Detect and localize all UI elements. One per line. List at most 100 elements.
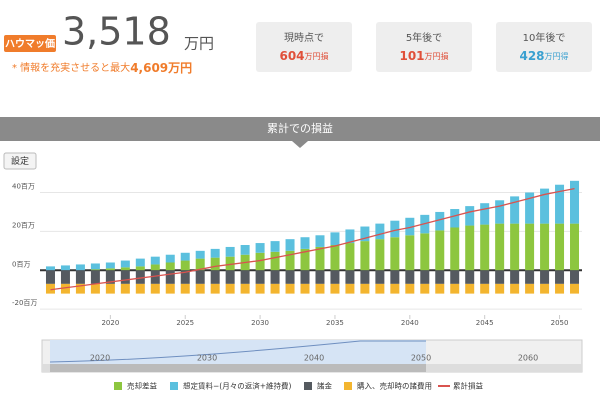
- bar-segment: [390, 237, 400, 271]
- bar-segment: [150, 256, 160, 265]
- bar-segment: [555, 223, 565, 271]
- bar-segment: [285, 250, 295, 271]
- bar-segment: [315, 246, 325, 271]
- bar-segment: [270, 270, 280, 284]
- bar-segment: [420, 233, 430, 271]
- bar-segment: [210, 257, 220, 271]
- bar-segment: [300, 237, 310, 249]
- bar-segment: [405, 283, 415, 294]
- bar-segment: [555, 283, 565, 294]
- bar-segment: [135, 270, 145, 284]
- bar-segment: [60, 265, 70, 271]
- bar-segment: [75, 283, 85, 294]
- bar-segment: [180, 270, 190, 284]
- bar-segment: [180, 260, 190, 271]
- navigator-thumb[interactable]: [50, 364, 426, 372]
- bar-segment: [345, 283, 355, 294]
- bar-segment: [105, 262, 115, 269]
- bar-segment: [330, 283, 340, 294]
- bar-segment: [105, 270, 115, 284]
- settings-button[interactable]: [3, 152, 37, 170]
- bar-segment: [315, 270, 325, 284]
- bar-segment: [225, 246, 235, 257]
- bar-segment: [450, 270, 460, 284]
- bar-segment: [120, 260, 130, 268]
- legend-swatch: [170, 382, 178, 390]
- bar-segment: [300, 248, 310, 271]
- bar-segment: [150, 264, 160, 271]
- x-tick-label: 2020: [101, 319, 119, 327]
- bar-segment: [255, 252, 265, 271]
- legend-label: 累計損益: [453, 381, 483, 391]
- bar-segment: [90, 283, 100, 294]
- bar-segment: [135, 283, 145, 294]
- summary-box: [256, 22, 352, 72]
- note-value: 4,609万円: [130, 61, 192, 75]
- x-tick-label: 2050: [551, 319, 569, 327]
- bar-segment: [60, 283, 70, 294]
- summary-unit: 万円損: [305, 51, 329, 61]
- x-tick-label: 2040: [401, 319, 419, 327]
- y-tick-label: 40百万: [12, 183, 35, 191]
- legend-label: 売却差益: [127, 381, 157, 391]
- bar-segment: [405, 270, 415, 284]
- bar-segment: [195, 270, 205, 284]
- bar-segment: [210, 283, 220, 294]
- bar-segment: [435, 270, 445, 284]
- summary-unit: 万円損: [425, 51, 449, 61]
- bar-segment: [345, 243, 355, 271]
- bar-segment: [465, 270, 475, 284]
- line-series: [50, 187, 575, 291]
- bar-segment: [450, 227, 460, 271]
- bar-segment: [525, 270, 535, 284]
- bar-segment: [570, 223, 580, 271]
- bar-segment: [540, 270, 550, 284]
- badge: ハウマッ価: [5, 37, 55, 50]
- navigator-label: 2040: [304, 354, 324, 363]
- bar-segment: [465, 206, 475, 226]
- bar-segment: [330, 270, 340, 284]
- bar-segment: [555, 270, 565, 284]
- bar-segment: [285, 239, 295, 251]
- bar-segment: [135, 258, 145, 267]
- price-unit: 万円: [184, 35, 214, 53]
- bar-segment: [240, 283, 250, 294]
- bar-segment: [540, 223, 550, 271]
- bar-segment: [90, 263, 100, 270]
- bar-segment: [150, 270, 160, 284]
- bar-segment: [180, 283, 190, 294]
- bar-segment: [420, 283, 430, 294]
- bar-segment: [315, 283, 325, 294]
- bar-segment: [45, 270, 55, 284]
- bar-segment: [390, 270, 400, 284]
- bar-segment: [480, 270, 490, 284]
- summary-label: 5年後で: [406, 31, 442, 44]
- bar-segment: [360, 226, 370, 242]
- bar-segment: [60, 270, 70, 284]
- summary-box: [376, 22, 472, 72]
- bar-segment: [510, 196, 520, 224]
- bar-segment: [345, 229, 355, 244]
- bar-segment: [435, 211, 445, 231]
- bar-segment: [480, 203, 490, 225]
- bar-segment: [480, 224, 490, 271]
- bar-segment: [540, 188, 550, 224]
- bar-segment: [90, 269, 100, 271]
- bar-segment: [75, 264, 85, 271]
- bar-segment: [330, 232, 340, 245]
- bar-segment: [495, 270, 505, 284]
- navigator-label: 2060: [518, 354, 538, 363]
- note: * 情報を充実させると最大4,609万円: [12, 61, 192, 75]
- bar-segment: [240, 270, 250, 284]
- bar-segment: [375, 239, 385, 271]
- bar-segment: [375, 283, 385, 294]
- legend-label: 諸金: [317, 381, 332, 391]
- price: 3,518: [62, 10, 171, 54]
- bar-segment: [270, 241, 280, 252]
- bar-segment: [285, 270, 295, 284]
- bar-segment: [300, 283, 310, 294]
- bar-segment: [540, 283, 550, 294]
- settings-label[interactable]: 設定: [11, 155, 29, 167]
- bar-segment: [510, 283, 520, 294]
